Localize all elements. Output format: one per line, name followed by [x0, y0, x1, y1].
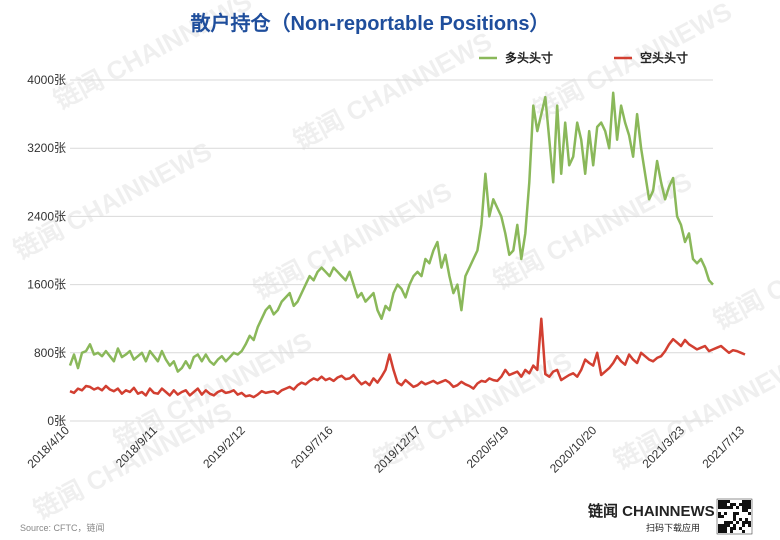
legend-label-2: 空头头寸 [640, 50, 688, 65]
qr-cell [748, 500, 751, 503]
qr-cell [724, 527, 727, 530]
qr-cell [721, 530, 724, 533]
watermark-text: 链闻 CHAINNEWS [709, 206, 780, 336]
chart-title: 散户持仓（Non-reportable Positions） [191, 11, 550, 35]
qr-cell [742, 506, 745, 509]
qr-cell [724, 512, 727, 515]
qr-cell [748, 503, 751, 506]
download-slogan: 扫码下载应用 [646, 522, 700, 533]
qr-cell [718, 500, 721, 503]
legend-label-1: 多头头寸 [505, 50, 553, 65]
qr-cell [742, 509, 745, 512]
qr-cell [730, 521, 733, 524]
qr-cell [721, 524, 724, 527]
qr-cell [733, 518, 736, 521]
qr-cell [718, 506, 721, 509]
qr-cell [739, 518, 742, 521]
y-axis: 0张 800张 1600张 2400张 3200张 4000张 [27, 73, 713, 428]
qr-cell [733, 503, 736, 506]
qr-cell [718, 527, 721, 530]
qr-cell [724, 524, 727, 527]
qr-cell [748, 512, 751, 515]
qr-cell [739, 527, 742, 530]
qr-cell [742, 521, 745, 524]
qr-cell [730, 506, 733, 509]
qr-cell [727, 500, 730, 503]
qr-cell [724, 530, 727, 533]
qr-cell [742, 530, 745, 533]
qr-cell [718, 524, 721, 527]
qr-cell [721, 506, 724, 509]
qr-cell [718, 512, 721, 515]
legend: 多头头寸 空头头寸 [479, 50, 688, 65]
qr-cell [721, 503, 724, 506]
watermark-text: 链闻 CHAINNEWS [609, 346, 780, 476]
qr-cell [748, 524, 751, 527]
qr-cell [745, 503, 748, 506]
qr-cell [727, 521, 730, 524]
qr-cell [733, 515, 736, 518]
qr-cell [736, 512, 739, 515]
qr-cell [724, 506, 727, 509]
qr-cell [745, 500, 748, 503]
qr-cell [730, 530, 733, 533]
qr-cell [730, 503, 733, 506]
qr-cell [745, 506, 748, 509]
qr-cell [727, 524, 730, 527]
y-tick-label: 2400张 [27, 209, 66, 223]
qr-cell [718, 503, 721, 506]
y-tick-label: 4000张 [27, 73, 66, 87]
qr-cell [733, 524, 736, 527]
series-line-1 [68, 91, 714, 373]
qr-cell [736, 521, 739, 524]
qr-cell [742, 500, 745, 503]
qr-cell [727, 506, 730, 509]
qr-cell [742, 503, 745, 506]
qr-cell [742, 524, 745, 527]
footer: Source: CFTC，链闻 链闻 CHAINNEWS 扫码下载应用 [20, 498, 753, 535]
qr-cell [748, 521, 751, 524]
brand-logo-text: 链闻 CHAINNEWS [588, 502, 715, 520]
y-tick-label: 1600张 [27, 278, 66, 292]
watermark-text: 链闻 CHAINNEWS [529, 0, 737, 125]
qr-cell [745, 518, 748, 521]
qr-cell [745, 509, 748, 512]
qr-cell [733, 527, 736, 530]
series-layer [68, 91, 746, 399]
x-tick-label: 2019/7/16 [288, 423, 336, 471]
qr-code-icon [716, 498, 753, 535]
x-tick-label: 2020/5/19 [464, 423, 512, 471]
watermark-text: 链闻 CHAINNEWS [489, 166, 697, 296]
y-tick-label: 800张 [34, 346, 66, 360]
qr-cell [721, 527, 724, 530]
qr-cell [721, 500, 724, 503]
x-tick-label: 2018/4/10 [24, 423, 72, 471]
qr-cell [724, 503, 727, 506]
qr-cell [724, 500, 727, 503]
x-tick-label: 2020/10/20 [547, 423, 600, 476]
qr-cell [718, 530, 721, 533]
qr-cell [730, 527, 733, 530]
qr-cell [721, 515, 724, 518]
qr-cell [745, 521, 748, 524]
qr-cell [733, 512, 736, 515]
qr-cell [736, 506, 739, 509]
series-line-2 [69, 317, 746, 399]
source-note: Source: CFTC，链闻 [20, 522, 105, 533]
qr-cell [739, 503, 742, 506]
y-tick-label: 0张 [47, 414, 66, 428]
qr-cell [718, 515, 721, 518]
qr-cell [724, 521, 727, 524]
watermark-text: 链闻 CHAINNEWS [289, 26, 497, 156]
qr-cell [748, 506, 751, 509]
y-tick-label: 3200张 [27, 141, 66, 155]
